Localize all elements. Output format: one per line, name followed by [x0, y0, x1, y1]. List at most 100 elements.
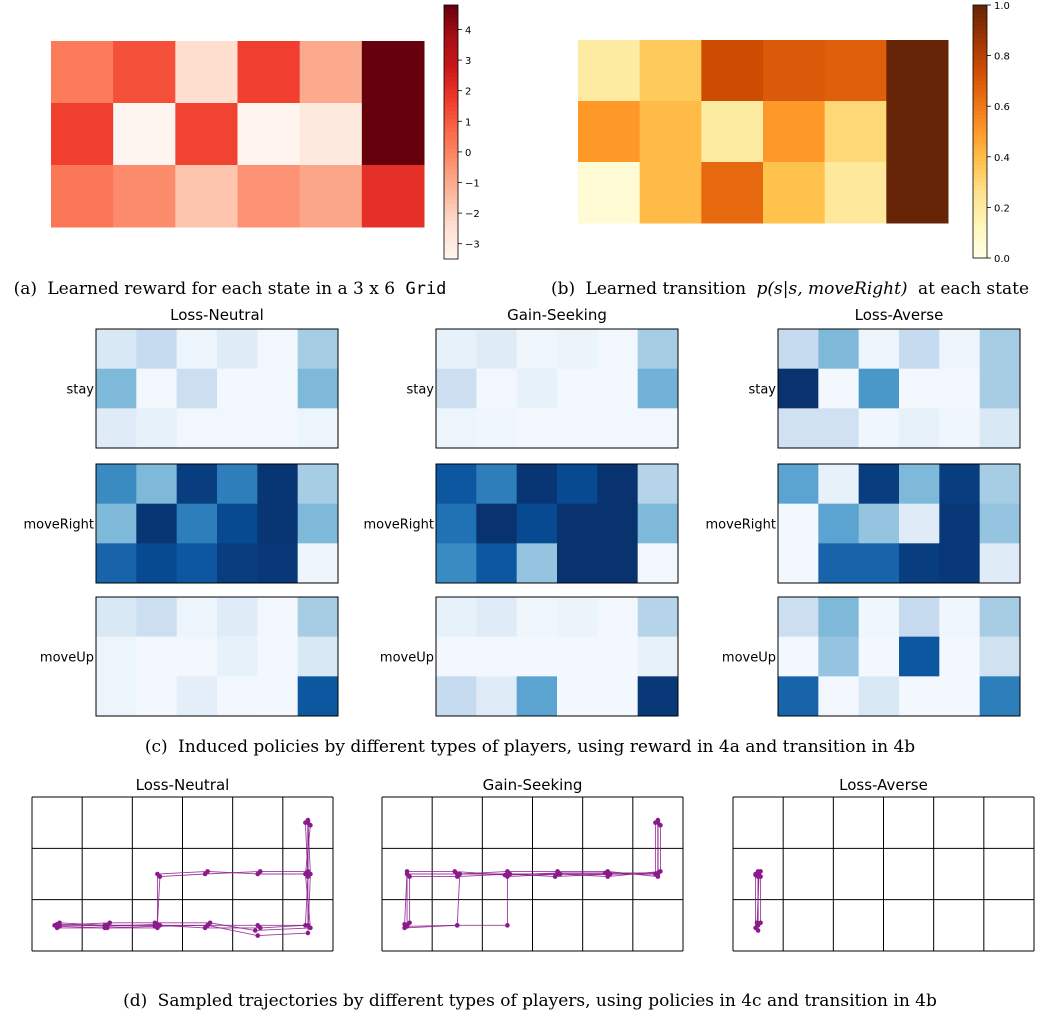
trajectory-point-0-3-1	[107, 920, 113, 926]
reward-colorbar-band	[444, 55, 458, 61]
transition-cell-r0-c1	[639, 40, 702, 102]
transition-colorbar-band	[973, 186, 987, 192]
policy-1-moveUp-cell-r0-c5	[637, 597, 679, 638]
policy-0-stay-cell-r0-c5	[297, 329, 339, 370]
policy-2-moveRight-cell-r2-c4	[939, 543, 981, 584]
policy-2-moveRight-cell-r0-c4	[939, 464, 981, 505]
policy-0-moveUp-cell-r0-c1	[136, 597, 178, 638]
policy-1-moveRight-cell-r0-c4	[597, 464, 639, 505]
caption-b-tail: at each state	[918, 279, 1029, 299]
policy-2-moveUp-cell-r2-c4	[939, 676, 981, 717]
policy-1-stay-cell-r0-c1	[476, 329, 518, 370]
policy-1-moveUp-cell-r2-c5	[637, 676, 679, 717]
reward-colorbar-band	[444, 254, 458, 260]
policy-0-stay-cell-r0-c3	[217, 329, 258, 370]
policy-0-stay-cell-r2-c2	[176, 408, 218, 449]
transition-colorbar-band	[973, 156, 987, 162]
trajectory-point-0-5-2	[152, 924, 158, 929]
trajectory-title-1: Gain-Seeking	[483, 776, 583, 794]
trajectory-point-1-3-2	[505, 923, 510, 928]
policy-1-moveUp-cell-r2-c1	[476, 676, 518, 717]
policy-0-moveUp-cell-r0-c3	[217, 597, 258, 638]
reward-colorbar-band	[444, 174, 458, 180]
policy-frame	[435, 328, 679, 449]
policy-2-moveUp-cell-r1-c4	[939, 636, 981, 677]
policy-row-label: moveUp	[40, 651, 94, 666]
reward-colorbar-band	[444, 229, 458, 235]
policy-1-moveRight-cell-r1-c2	[516, 503, 558, 544]
reward-cell-r1-c4	[299, 103, 363, 166]
trajectory-path-0-3	[54, 825, 311, 931]
reward-colorbar-band	[444, 246, 458, 252]
trajectory-point-1-4-1	[404, 869, 410, 874]
policy-2-stay-cell-r0-c2	[858, 329, 900, 370]
policy-2-moveRight-cell-r1-c5	[979, 503, 1021, 544]
reward-cell-r0-c2	[175, 41, 238, 104]
trajectory-panel: Loss-Neutral Gain-Seeking Loss-Averse	[31, 776, 1035, 952]
transition-colorbar-band	[973, 26, 987, 31]
reward-colorbar-band	[444, 115, 458, 120]
reward-colorbar-tick-label: 4	[465, 25, 471, 36]
policy-0-moveUp-cell-r2-c3	[217, 676, 258, 717]
trajectory-path-1-3	[407, 825, 661, 927]
transition-colorbar-band	[973, 93, 987, 99]
reward-cell-r1-c2	[175, 103, 238, 166]
trajectory-point-0-4-5	[257, 869, 263, 874]
reward-heatmap-panel: 4 3 2 1 0 −1 −2 −3	[51, 4, 480, 260]
reward-colorbar-band	[444, 17, 458, 23]
transition-cell-r2-c2	[701, 162, 764, 224]
policy-0-moveRight-cell-r1-c2	[176, 503, 218, 544]
policy-1-moveRight-cell-r1-c1	[476, 503, 518, 544]
transition-colorbar-band	[973, 17, 987, 23]
caption-a-text: Learned reward for each state in a 3 x 6	[47, 279, 395, 299]
policy-2-moveUp-cell-r2-c0	[778, 676, 819, 717]
policy-1-stay-cell-r1-c4	[597, 368, 639, 409]
trajectory-path-0-5	[59, 821, 311, 937]
policy-0-stay-cell-r2-c4	[257, 408, 299, 449]
policy-row-label: moveUp	[380, 651, 434, 666]
policy-2-stay-cell-r2-c2	[858, 408, 900, 449]
reward-colorbar-band	[444, 250, 458, 256]
transition-colorbar-band	[973, 64, 987, 69]
trajectory-path-1-1	[404, 820, 659, 929]
trajectory-point-0-5-5	[305, 930, 311, 936]
reward-cell-r0-c4	[299, 41, 363, 104]
transition-colorbar-band	[973, 30, 987, 36]
trajectory-title-2: Loss-Averse	[839, 776, 928, 794]
policy-1-stay-cell-r0-c5	[637, 329, 679, 370]
policy-0-moveUp-cell-r2-c0	[96, 676, 137, 717]
policy-0-moveUp-cell-r2-c1	[136, 676, 178, 717]
policy-2-moveRight-cell-r1-c4	[939, 503, 981, 544]
policy-0-moveUp-cell-r2-c4	[257, 676, 299, 717]
policy-1-stay-cell-r0-c4	[597, 329, 639, 370]
transition-colorbar-band	[973, 42, 987, 48]
reward-colorbar-band	[444, 170, 458, 175]
policy-1-moveUp-cell-r1-c0	[436, 636, 477, 677]
trajectory-point-0-4-4	[202, 871, 208, 877]
reward-cell-r0-c0	[51, 41, 114, 104]
reward-colorbar-band	[444, 123, 458, 129]
policy-1-moveRight-cell-r2-c4	[597, 543, 639, 584]
policy-0-moveRight-cell-r0-c5	[297, 464, 339, 505]
policy-2-moveUp-cell-r1-c0	[778, 636, 819, 677]
caption-c-label: (c)	[145, 737, 168, 757]
policy-0-stay-cell-r1-c2	[176, 368, 218, 409]
policy-row-label: moveRight	[705, 518, 776, 533]
policy-1-moveRight-cell-r1-c5	[637, 503, 679, 544]
policy-2-stay-cell-r0-c0	[778, 329, 819, 370]
policy-row-label: moveRight	[363, 518, 434, 533]
transition-colorbar-band	[973, 236, 987, 242]
policy-1-stay-cell-r1-c1	[476, 368, 518, 409]
policy-0-moveRight-cell-r1-c4	[257, 503, 299, 544]
policy-0-stay-cell-r0-c2	[176, 329, 218, 370]
reward-colorbar-band	[444, 220, 458, 226]
policy-0-stay-cell-r1-c5	[297, 368, 339, 409]
reward-cell-r0-c1	[113, 41, 176, 104]
policy-frame	[95, 463, 339, 584]
transition-colorbar-band	[973, 80, 987, 86]
caption-b-label: (b)	[551, 279, 575, 299]
reward-cell-r1-c5	[361, 103, 425, 166]
transition-colorbar-band	[973, 135, 987, 141]
transition-colorbar-band	[973, 173, 987, 179]
reward-colorbar-band	[444, 98, 458, 103]
